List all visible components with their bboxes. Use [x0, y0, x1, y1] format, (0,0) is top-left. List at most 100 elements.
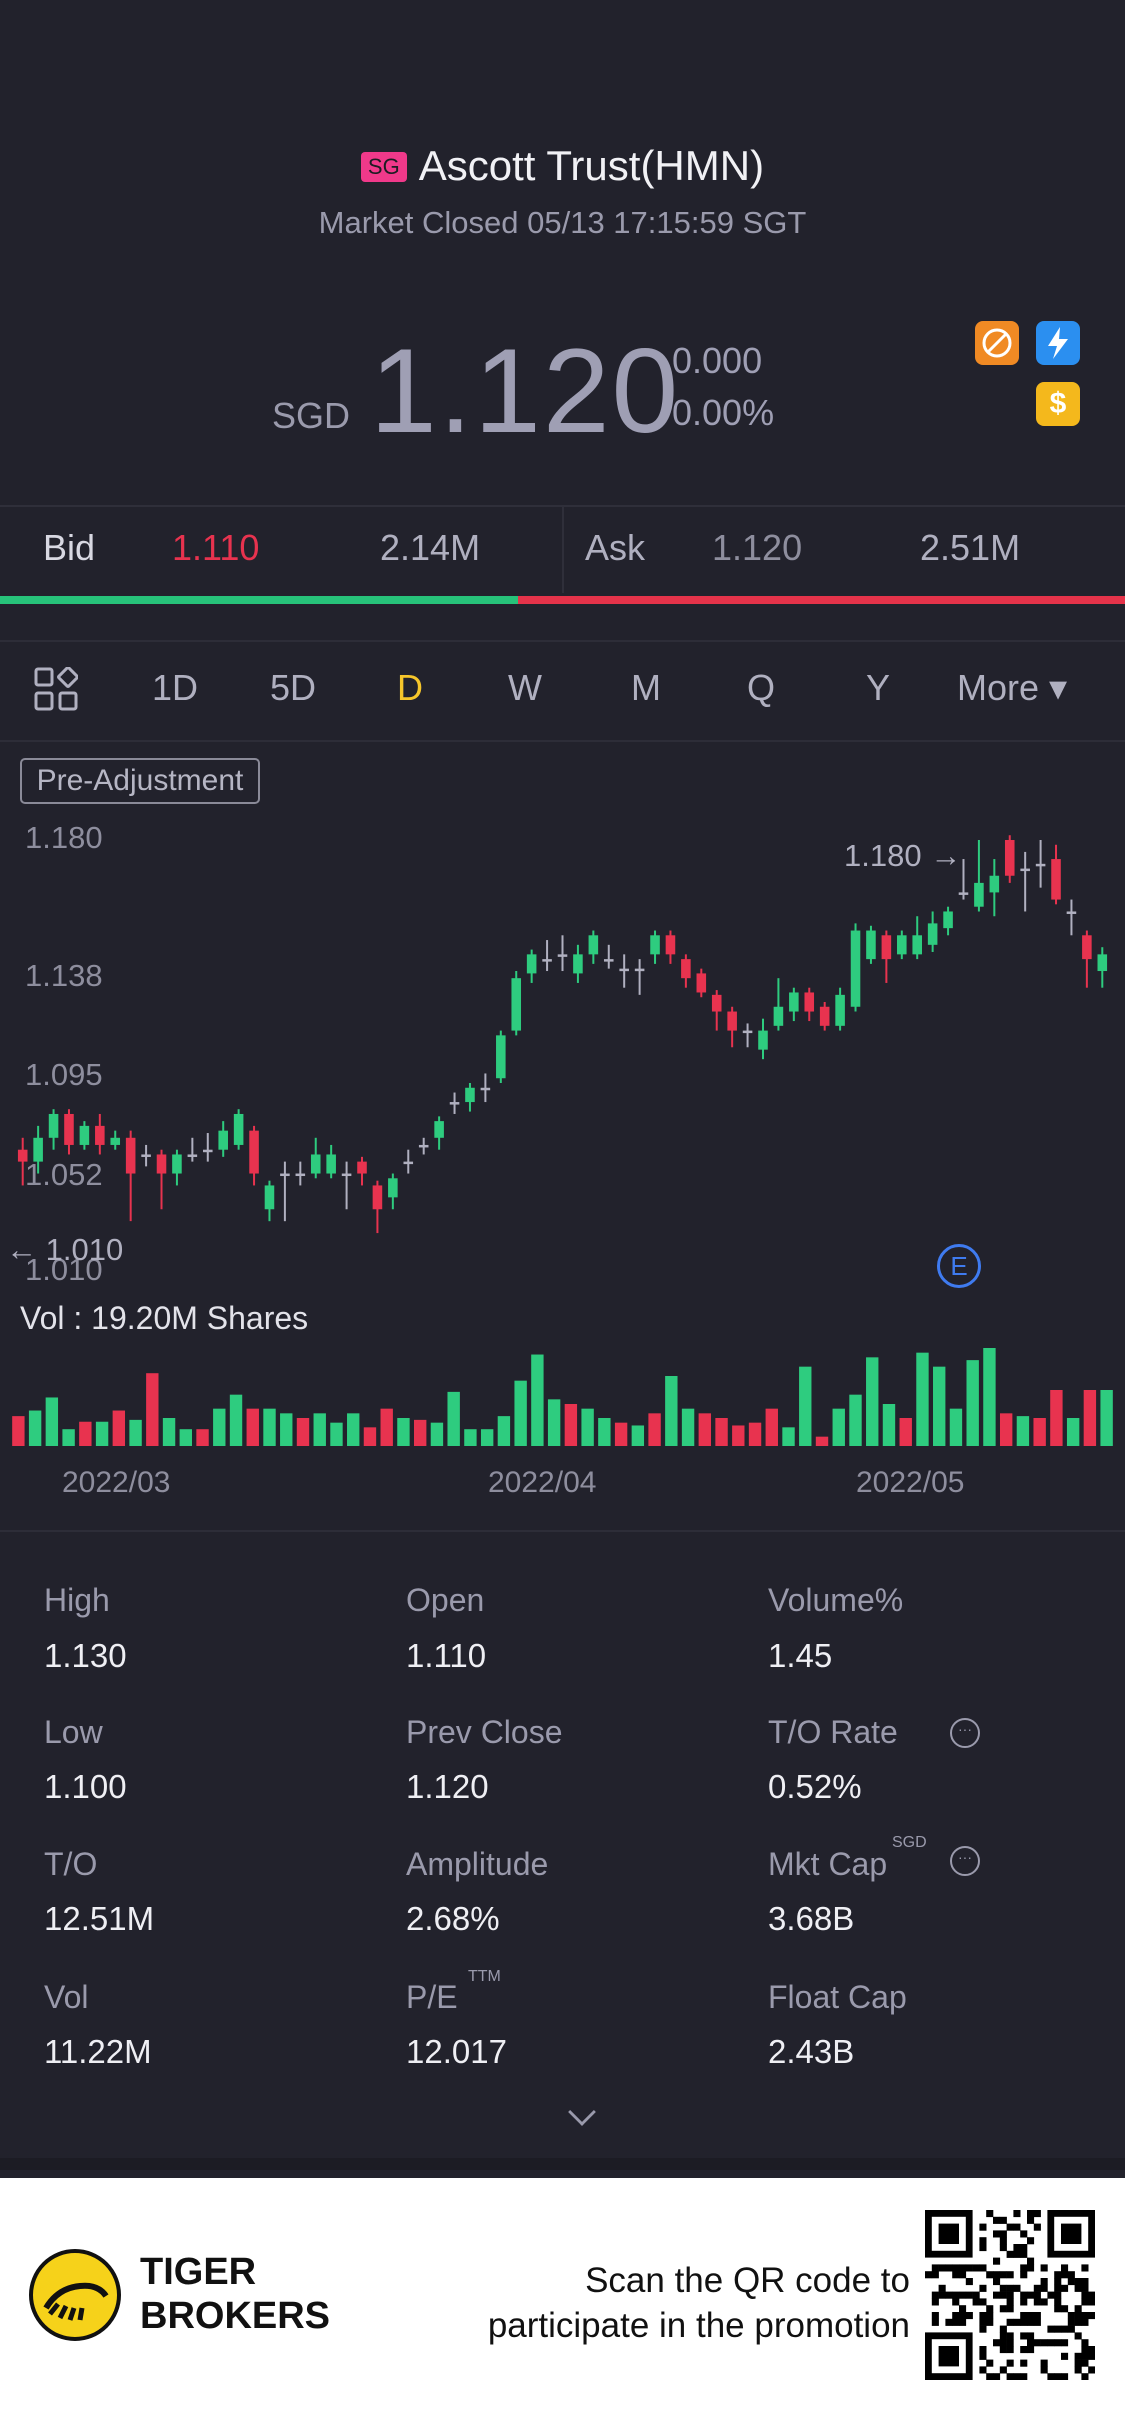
candle	[434, 1116, 444, 1150]
lightning-level-icon[interactable]	[1036, 321, 1080, 365]
candle	[372, 1180, 383, 1234]
layout-grid-icon[interactable]	[34, 667, 78, 711]
stat-value-low: 1.100	[44, 1768, 127, 1805]
candle	[48, 1109, 59, 1150]
volume-bar	[665, 1376, 678, 1446]
stat-value-to: 12.51M	[44, 1900, 155, 1937]
tab-more[interactable]: More ▾	[957, 667, 1068, 708]
candle	[496, 1030, 506, 1083]
ask-price: 1.120	[712, 527, 803, 568]
volume-bar	[882, 1404, 896, 1446]
candle	[742, 1023, 753, 1048]
candle	[17, 1137, 28, 1186]
to-rate-info-icon[interactable]: ···	[950, 1718, 980, 1748]
candle	[280, 1161, 290, 1222]
arrow-right-icon: →	[921, 838, 962, 873]
volume-bar	[162, 1418, 176, 1446]
candle	[418, 1137, 429, 1155]
candle	[172, 1149, 182, 1186]
tab-y[interactable]: Y	[866, 667, 891, 708]
volume-bar	[280, 1413, 293, 1446]
volume-bar	[732, 1425, 745, 1446]
ask-size: 2.51M	[920, 527, 1021, 568]
stat-label-open: Open	[406, 1582, 485, 1618]
volume-bar	[129, 1419, 142, 1446]
bid-ask-divider	[562, 505, 564, 593]
volume-bar	[1016, 1416, 1030, 1446]
bid-ratio-bar	[0, 596, 518, 604]
candle	[449, 1092, 460, 1114]
candle	[881, 930, 892, 983]
stat-value-amplitude: 2.68%	[406, 1900, 500, 1937]
pre-adjustment-button[interactable]: Pre-Adjustment	[20, 758, 260, 804]
low-marker-label: 1.010	[45, 1232, 124, 1267]
stat-value-to-rate: 0.52%	[768, 1768, 862, 1805]
tab-m[interactable]: M	[631, 667, 661, 708]
market-badge: SG	[360, 152, 407, 182]
qr-code[interactable]	[925, 2210, 1095, 2380]
no-margin-icon[interactable]	[975, 321, 1019, 365]
candle	[33, 1125, 43, 1174]
dollar-icon[interactable]: $	[1036, 382, 1080, 426]
volume-bar	[1050, 1390, 1063, 1446]
volume-bar	[999, 1413, 1013, 1446]
chevron-down-icon[interactable]	[568, 2098, 596, 2126]
tab-q[interactable]: Q	[747, 667, 776, 708]
pe-ttm-sup: TTM	[468, 1968, 501, 1985]
candle	[696, 968, 707, 998]
candle	[218, 1121, 228, 1157]
volume-bar	[1066, 1418, 1080, 1446]
brand-line1: TIGER	[140, 2251, 257, 2293]
volume-bar	[598, 1418, 611, 1446]
volume-bar	[1033, 1418, 1046, 1446]
volume-bar	[531, 1354, 544, 1446]
candle	[249, 1125, 259, 1186]
volume-bar	[681, 1408, 695, 1446]
volume-bar	[1083, 1390, 1097, 1446]
volume-bar	[146, 1373, 159, 1446]
volume-bar	[330, 1422, 343, 1446]
candle	[511, 971, 522, 1036]
volume-bar	[12, 1416, 25, 1446]
tab-1d[interactable]: 1D	[152, 667, 199, 708]
candle	[403, 1149, 414, 1174]
low-marker: ← 1.010	[6, 1232, 123, 1268]
earnings-event-marker[interactable]: E	[937, 1244, 981, 1288]
tab-d[interactable]: D	[397, 667, 423, 708]
stat-label-amplitude: Amplitude	[406, 1846, 549, 1882]
tab-5d[interactable]: 5D	[270, 667, 317, 708]
volume-bar	[480, 1429, 494, 1446]
volume-bar	[983, 1348, 996, 1446]
mkt-cap-currency-sup: SGD	[892, 1834, 927, 1851]
volume-bar	[933, 1366, 946, 1446]
candle	[95, 1113, 105, 1155]
volume-bar	[547, 1399, 561, 1446]
candle	[1082, 930, 1092, 988]
stock-title[interactable]: Ascott Trust(HMN)	[418, 142, 765, 189]
candle	[341, 1161, 352, 1210]
volume-bar	[347, 1413, 360, 1446]
high-marker: 1.180 →	[844, 838, 961, 874]
stat-value-float-cap: 2.43B	[768, 2033, 855, 2070]
candle	[1020, 851, 1030, 912]
volume-bar	[112, 1410, 126, 1446]
volume-chart[interactable]	[0, 1340, 1125, 1446]
candle	[1066, 899, 1077, 936]
candlestick-chart[interactable]	[0, 820, 1125, 1270]
volume-bar	[246, 1408, 259, 1446]
volume-bar	[614, 1422, 628, 1446]
tab-w[interactable]: W	[508, 667, 542, 708]
candle	[64, 1109, 74, 1155]
volume-bar	[447, 1391, 460, 1446]
volume-bar	[748, 1422, 762, 1446]
stat-label-volume-pct: Volume%	[768, 1582, 904, 1618]
volume-bar	[765, 1408, 778, 1446]
mkt-cap-info-icon[interactable]: ···	[950, 1846, 980, 1876]
candle	[804, 987, 815, 1022]
stat-label-pe: P/E	[406, 1979, 458, 2015]
candle	[974, 840, 984, 912]
y-tick: 1.010	[25, 1252, 103, 1287]
volume-bar	[631, 1425, 645, 1446]
volume-bar	[28, 1410, 42, 1446]
candle	[1051, 844, 1061, 905]
